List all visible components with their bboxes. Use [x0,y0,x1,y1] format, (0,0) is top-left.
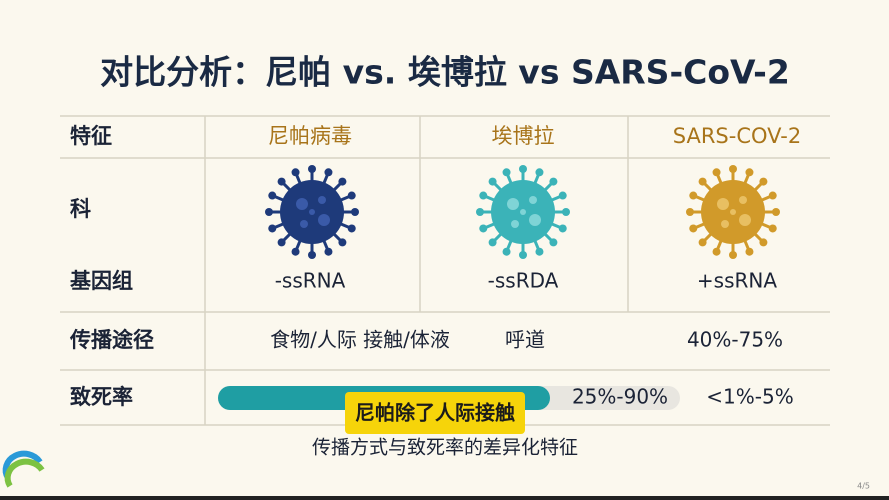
virus-part [479,191,488,200]
virus-part [721,220,729,228]
virus-part [519,251,527,259]
virus-part [535,168,544,177]
virus-part [318,214,330,226]
virus-part [265,208,273,216]
virus-part [268,191,277,200]
row-label: 基因组 [70,269,133,293]
virus-part [338,238,347,247]
bottom-bar [0,496,889,500]
virus-part [488,177,497,186]
virus-part [338,177,347,186]
virus-part [717,198,729,210]
cell: -ssRNA [275,269,346,293]
virus-part [739,214,751,226]
page-indicator: 4/5 [857,482,870,491]
cell: +ssRNA [697,269,777,293]
virus-part [324,247,333,256]
subtitle-box [345,392,525,434]
virus-part [712,247,721,256]
virus-part [277,238,286,247]
logo [2,450,45,488]
virus-part [729,251,737,259]
cell: <1%-5% [706,385,793,409]
virus-part [291,168,300,177]
table-grid [60,115,830,426]
virus-part [698,238,707,247]
virus-part [296,198,308,210]
virus-part [347,191,356,200]
virus-part [529,214,541,226]
virus-part [689,224,698,233]
virus-part [686,208,694,216]
title: 对比分析：尼帕 vs. 埃博拉 vs SARS-CoV-2 [100,53,790,92]
virus-part [768,224,777,233]
virus-icons [265,165,780,259]
virus-part [759,177,768,186]
virus-part [729,165,737,173]
virus-part [712,168,721,177]
virus-part [759,238,768,247]
virus-part [308,165,316,173]
virus-part [507,198,519,210]
virus-part [291,247,300,256]
virus-part [308,251,316,259]
virus-part [277,177,286,186]
virus-part [309,209,315,215]
virus-part [529,196,537,204]
virus-part [745,168,754,177]
cell: 25%-90% [572,385,668,409]
virus-part [549,238,558,247]
virus-part [768,191,777,200]
subtitle: 尼帕除了人际接触 [355,401,515,425]
virus-part [562,208,570,216]
virus-part [318,196,326,204]
header-cell: 埃博拉 [492,124,555,148]
virus-part [520,209,526,215]
virus-part [476,208,484,216]
virus-part [558,224,567,233]
virus-part [772,208,780,216]
virus-part [730,209,736,215]
cell: 食物/人际 接触/体液 [270,328,450,352]
virus-part [535,247,544,256]
virus-part [511,220,519,228]
cell: 40%-75% [687,328,783,352]
virus-part [519,165,527,173]
virus-part [549,177,558,186]
virus-part [558,191,567,200]
virus-part [745,247,754,256]
virus-part [488,238,497,247]
virus-part [351,208,359,216]
virus-part [324,168,333,177]
virus-part [300,220,308,228]
caption: 传播方式与致死率的差异化特征 [312,437,578,459]
virus-part [502,168,511,177]
cell: 呼道 [505,328,545,352]
virus-part [689,191,698,200]
virus-part [347,224,356,233]
header-cell: 特征 [70,124,112,148]
virus-part [502,247,511,256]
row-label: 传播途径 [69,328,154,352]
row-label: 致死率 [70,385,133,409]
virus-part [479,224,488,233]
virus-part [698,177,707,186]
row-label: 科 [70,197,91,221]
virus-part [268,224,277,233]
header-cell: SARS-COV-2 [673,124,801,148]
header-cell: 尼帕病毒 [268,124,352,148]
virus-part [739,196,747,204]
cell: -ssRDA [488,269,559,293]
